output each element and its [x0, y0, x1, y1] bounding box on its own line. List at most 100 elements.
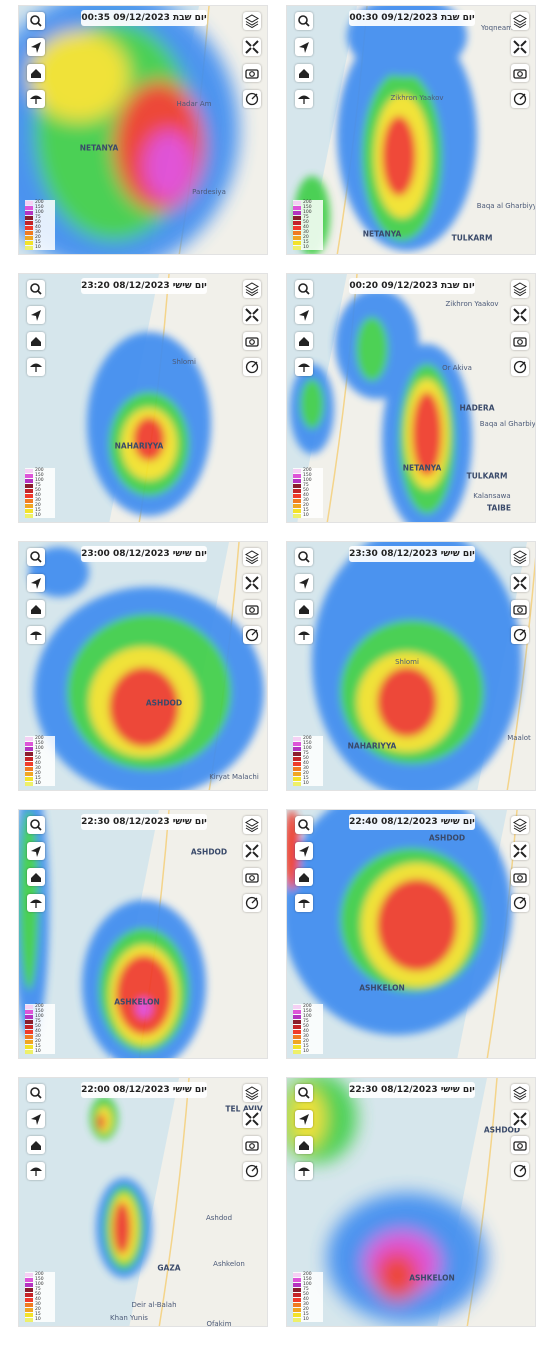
layers-button[interactable]: [243, 816, 261, 834]
legend-level: 150: [303, 1009, 312, 1014]
search-button[interactable]: [295, 1084, 313, 1102]
home-button[interactable]: [295, 1136, 313, 1154]
home-button[interactable]: [295, 868, 313, 886]
layers-button[interactable]: [511, 1084, 529, 1102]
home-button[interactable]: [27, 1136, 45, 1154]
legend-level: 15: [303, 1312, 309, 1317]
legend-level: 20: [35, 1039, 41, 1044]
umbrella-button[interactable]: [27, 90, 45, 108]
camera-button[interactable]: [243, 1136, 261, 1154]
camera-button[interactable]: [243, 332, 261, 350]
locate-button[interactable]: [295, 574, 313, 592]
umbrella-button[interactable]: [295, 1162, 313, 1180]
radar-button[interactable]: [243, 1162, 261, 1180]
umbrella-button[interactable]: [27, 626, 45, 644]
legend-level: 15: [35, 1044, 41, 1049]
locate-button[interactable]: [27, 1110, 45, 1128]
umbrella-button[interactable]: [295, 90, 313, 108]
place-label: Yoqneam: [481, 24, 513, 32]
home-button[interactable]: [27, 868, 45, 886]
fullscreen-button[interactable]: [243, 1110, 261, 1128]
radar-button[interactable]: [243, 90, 261, 108]
layers-button[interactable]: [511, 816, 529, 834]
place-label: TAIBE: [487, 503, 511, 513]
radar-button[interactable]: [511, 894, 529, 912]
umbrella-button[interactable]: [295, 626, 313, 644]
umbrella-button[interactable]: [295, 894, 313, 912]
legend-level: 30: [35, 230, 41, 235]
legend-level: 10: [35, 245, 41, 250]
search-button[interactable]: [295, 280, 313, 298]
camera-button[interactable]: [511, 332, 529, 350]
fullscreen-button[interactable]: [243, 306, 261, 324]
fullscreen-button[interactable]: [243, 842, 261, 860]
home-icon: [31, 605, 41, 614]
home-button[interactable]: [295, 64, 313, 82]
fullscreen-button[interactable]: [243, 38, 261, 56]
fullscreen-button[interactable]: [511, 1110, 529, 1128]
search-button[interactable]: [27, 1084, 45, 1102]
locate-button[interactable]: [27, 306, 45, 324]
search-icon: [30, 551, 42, 563]
locate-button[interactable]: [295, 38, 313, 56]
fullscreen-button[interactable]: [511, 574, 529, 592]
umbrella-button[interactable]: [27, 894, 45, 912]
fullscreen-button[interactable]: [243, 574, 261, 592]
legend-swatch: [293, 1272, 301, 1277]
locate-button[interactable]: [27, 574, 45, 592]
camera-button[interactable]: [511, 1136, 529, 1154]
legend-swatch: [25, 1024, 33, 1029]
locate-button[interactable]: [27, 38, 45, 56]
legend-row: 40: [293, 493, 323, 498]
camera-button[interactable]: [243, 64, 261, 82]
radar-button[interactable]: [243, 626, 261, 644]
legend-row: 200: [293, 468, 323, 473]
legend-swatch: [25, 1317, 33, 1322]
search-button[interactable]: [295, 12, 313, 30]
search-button[interactable]: [295, 816, 313, 834]
camera-button[interactable]: [511, 600, 529, 618]
fullscreen-button[interactable]: [511, 306, 529, 324]
fullscreen-button[interactable]: [511, 842, 529, 860]
layers-button[interactable]: [511, 548, 529, 566]
umbrella-button[interactable]: [27, 1162, 45, 1180]
radar-button[interactable]: [511, 90, 529, 108]
camera-button[interactable]: [511, 868, 529, 886]
layers-button[interactable]: [511, 12, 529, 30]
legend-row: 30: [293, 1302, 323, 1307]
layers-button[interactable]: [511, 280, 529, 298]
search-button[interactable]: [27, 548, 45, 566]
layers-button[interactable]: [243, 280, 261, 298]
radar-button[interactable]: [511, 358, 529, 376]
locate-button[interactable]: [295, 842, 313, 860]
umbrella-icon: [298, 631, 310, 640]
layers-button[interactable]: [243, 12, 261, 30]
legend-row: 150: [25, 741, 55, 746]
home-button[interactable]: [27, 600, 45, 618]
layers-button[interactable]: [243, 1084, 261, 1102]
radar-button[interactable]: [511, 1162, 529, 1180]
legend-row: 15: [25, 508, 55, 513]
locate-button[interactable]: [27, 842, 45, 860]
camera-button[interactable]: [511, 64, 529, 82]
locate-button[interactable]: [295, 306, 313, 324]
fullscreen-button[interactable]: [511, 38, 529, 56]
search-button[interactable]: [27, 280, 45, 298]
search-button[interactable]: [295, 548, 313, 566]
radar-button[interactable]: [511, 626, 529, 644]
search-button[interactable]: [27, 816, 45, 834]
home-button[interactable]: [295, 600, 313, 618]
locate-button[interactable]: [295, 1110, 313, 1128]
radar-button[interactable]: [243, 358, 261, 376]
camera-button[interactable]: [243, 868, 261, 886]
home-button[interactable]: [295, 332, 313, 350]
umbrella-button[interactable]: [295, 358, 313, 376]
search-button[interactable]: [27, 12, 45, 30]
umbrella-button[interactable]: [27, 358, 45, 376]
layers-button[interactable]: [243, 548, 261, 566]
legend-swatch: [25, 235, 33, 240]
camera-button[interactable]: [243, 600, 261, 618]
home-button[interactable]: [27, 64, 45, 82]
home-button[interactable]: [27, 332, 45, 350]
radar-button[interactable]: [243, 894, 261, 912]
